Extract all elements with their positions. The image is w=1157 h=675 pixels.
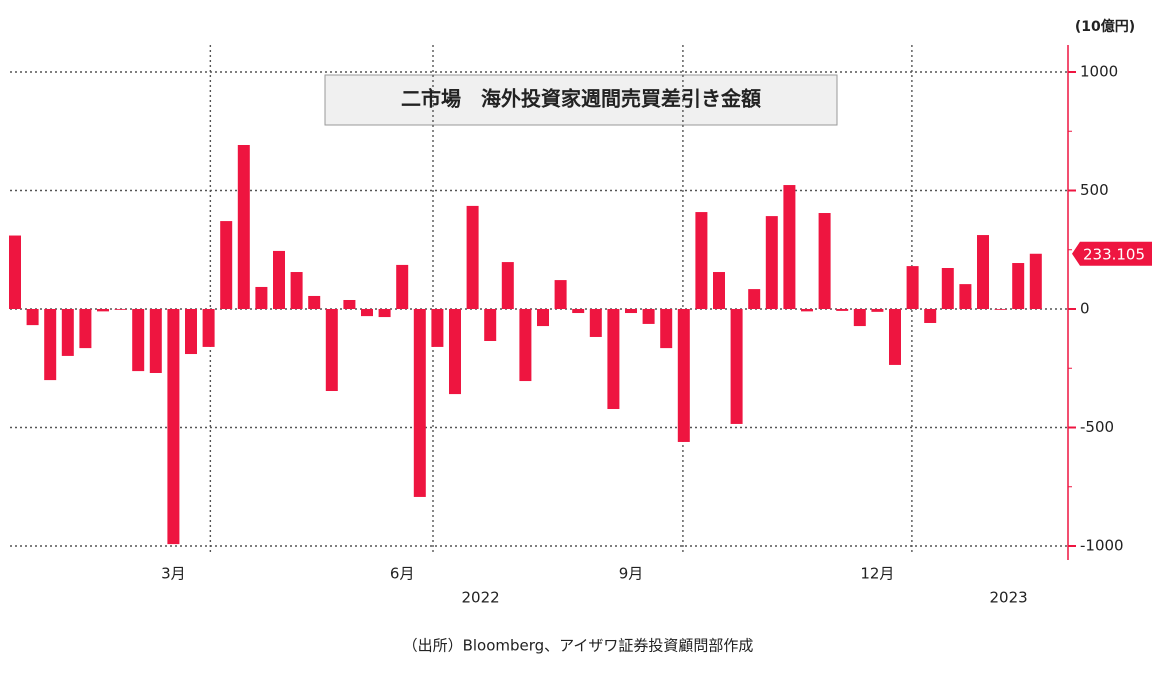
bar [941, 267, 954, 309]
bar [713, 272, 725, 309]
bar [818, 213, 831, 309]
bar [660, 309, 673, 349]
bar [607, 309, 620, 410]
bar [501, 262, 514, 309]
bar [273, 250, 285, 309]
y-tick-label: 0 [1080, 300, 1090, 318]
bar [396, 264, 409, 309]
bar [695, 212, 708, 309]
bar [202, 309, 215, 347]
bar [114, 309, 127, 310]
bar [378, 309, 391, 318]
y-tick-label: -500 [1080, 418, 1114, 436]
bar [132, 309, 145, 372]
y-tick-label: -1000 [1080, 537, 1124, 555]
last-value-box [1072, 241, 1152, 266]
bar [853, 309, 866, 327]
bar [220, 221, 233, 309]
bar [290, 272, 303, 309]
x-year-label: 2023 [990, 589, 1028, 607]
bar [977, 235, 989, 309]
bar [959, 284, 972, 309]
bar [765, 216, 778, 309]
bar [167, 309, 180, 545]
bar [537, 309, 549, 327]
bar [149, 309, 162, 373]
bar [801, 309, 813, 312]
bar [906, 266, 919, 309]
bar [61, 309, 74, 356]
bar [185, 309, 197, 355]
bar [484, 309, 497, 341]
bar [748, 289, 761, 309]
bar [730, 309, 743, 424]
last-value-label: 233.105 [1083, 245, 1145, 263]
bar [44, 309, 57, 381]
bar [255, 286, 268, 309]
bar [783, 185, 796, 309]
bar [343, 299, 356, 309]
bar [325, 309, 338, 392]
unit-label: (10億円) [1075, 18, 1135, 35]
bar [413, 309, 426, 497]
x-tick-label: 6月 [390, 565, 415, 583]
bar [642, 309, 655, 324]
y-tick-label: 1000 [1080, 63, 1118, 81]
bar [871, 309, 884, 312]
title-box [324, 74, 838, 126]
y-tick-label: 500 [1080, 181, 1109, 199]
bar [9, 235, 21, 309]
x-year-label: 2022 [462, 589, 500, 607]
bar [466, 205, 479, 309]
bar [237, 144, 250, 309]
bar [994, 309, 1007, 310]
bar [625, 309, 637, 314]
bar [1029, 253, 1042, 309]
bar [836, 309, 849, 311]
bar [589, 309, 602, 337]
bar [889, 309, 901, 365]
x-tick-label: 3月 [161, 565, 186, 583]
bar [431, 309, 444, 347]
bar [79, 309, 92, 349]
bar [1012, 263, 1025, 309]
source-note: （出所）Bloomberg、アイザワ証券投資顧問部作成 [403, 637, 754, 655]
bar [924, 309, 937, 323]
x-tick-label: 9月 [619, 565, 644, 583]
bar [361, 309, 373, 317]
bar [449, 309, 461, 395]
bar [26, 309, 39, 326]
bar [554, 280, 567, 309]
bar [308, 295, 321, 309]
x-tick-label: 12月 [860, 565, 894, 583]
bar [519, 309, 532, 382]
bar [97, 309, 109, 312]
bar [677, 309, 690, 442]
chart-title: 二市場 海外投資家週間売買差引き金額 [401, 87, 761, 111]
bar [572, 309, 585, 314]
